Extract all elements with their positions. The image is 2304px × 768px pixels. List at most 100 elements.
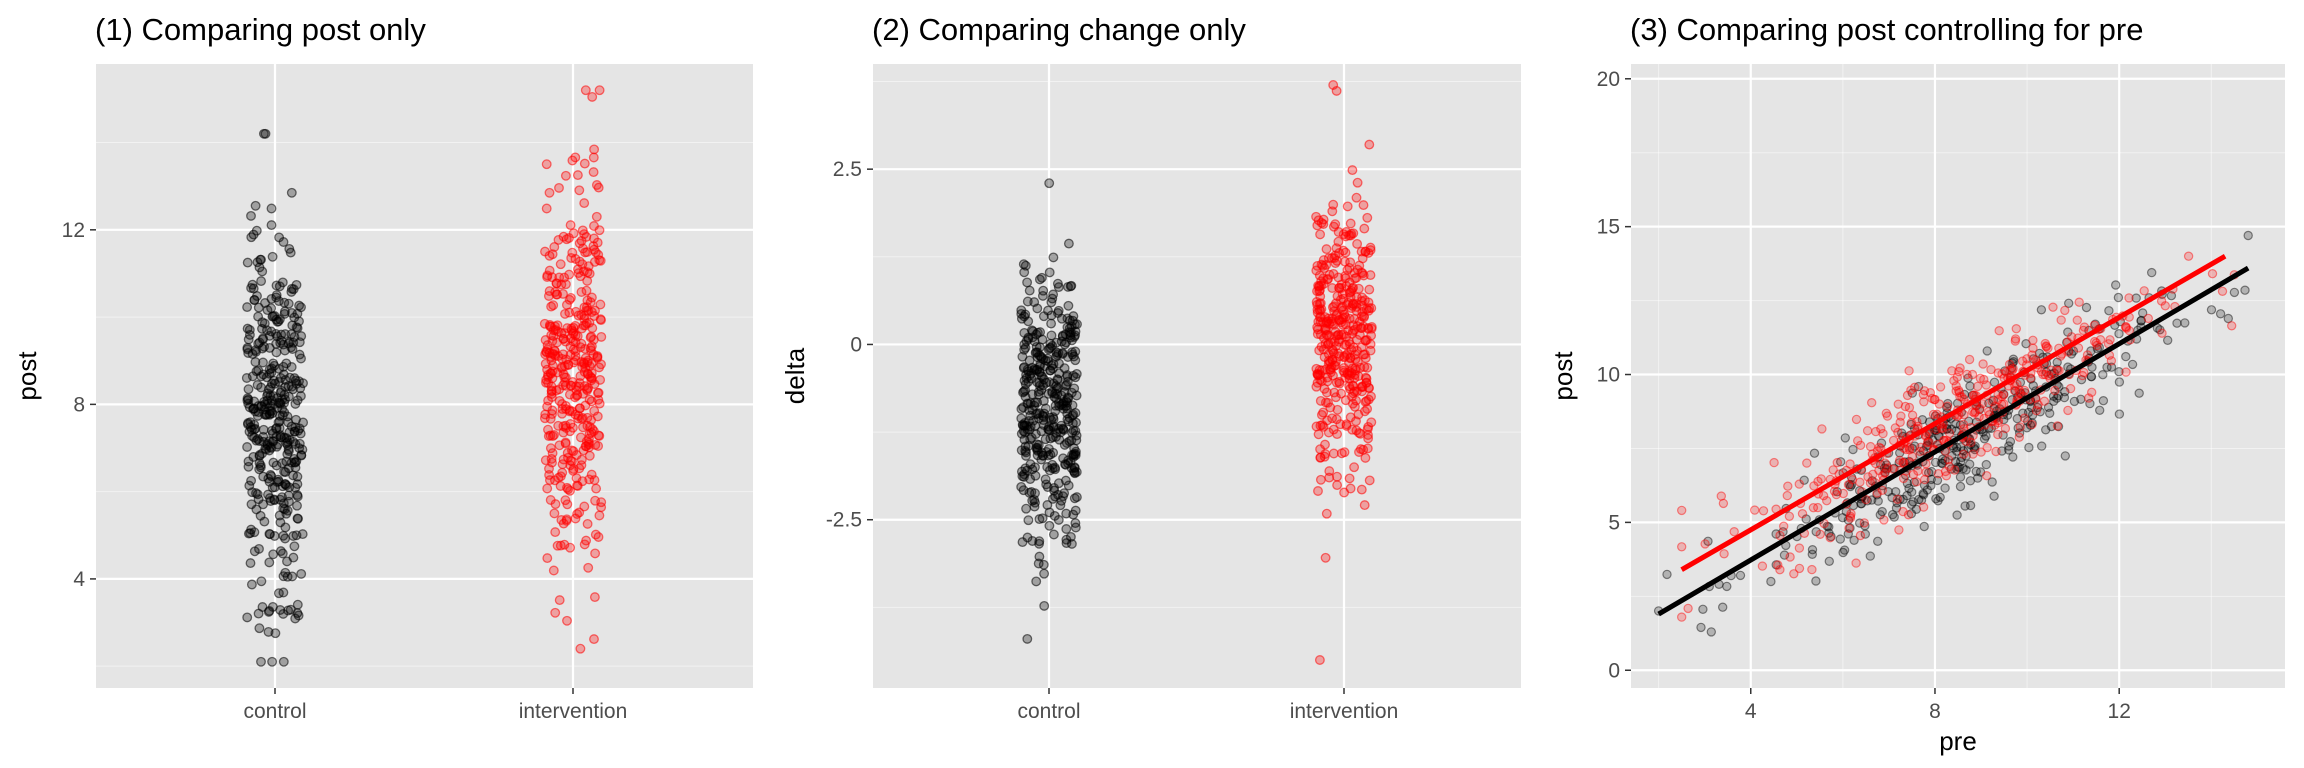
panel-3-control-point (1906, 487, 1917, 497)
panel-2-control-point (1056, 399, 1067, 410)
panel-3-control-point (1965, 476, 1976, 486)
panel-1-intervention-point (592, 411, 603, 422)
panel-1-control-point (243, 384, 254, 395)
panel-3-control-point (2063, 298, 2074, 308)
panel-1-intervention-point (589, 634, 599, 645)
panel-1-intervention-point (594, 362, 605, 373)
panel-1-intervention-point (540, 409, 551, 420)
panel-2-control-point (1068, 311, 1079, 322)
panel-2-control-point (1039, 568, 1050, 579)
panel-3-control-point (1965, 440, 1976, 450)
panel-3-control-point (1950, 456, 1961, 467)
panel-3-control-point (1970, 441, 1980, 451)
panel-3-control-point (1919, 521, 1929, 532)
panel-2-intervention-point (1357, 292, 1368, 303)
panel-1-control-point (278, 237, 289, 247)
panel-2-intervention-point (1313, 316, 1324, 327)
panel-3-control-point (1952, 510, 1962, 520)
panel-3-control-point (1972, 473, 1983, 483)
panel-3-control-point (2026, 374, 2036, 384)
panel-3-control-point (1779, 550, 1790, 560)
panel-2-intervention-point (1343, 325, 1354, 336)
panel-3-control-point (1835, 457, 1846, 467)
panel-3-control-point (1860, 529, 1871, 539)
panel-1-intervention-point (586, 469, 597, 480)
panel-2-control-point (1070, 426, 1081, 436)
panel-3-intervention-point (1845, 459, 1855, 469)
panel-1-intervention-point (567, 422, 578, 433)
panel-1-control-point (266, 363, 277, 374)
panel-3-control-point (1971, 466, 1981, 477)
panel-2-intervention-point (1315, 329, 1326, 340)
panel-2-intervention-point (1321, 508, 1332, 519)
panel-1-intervention-point (553, 234, 564, 245)
panel-3-control-point (1997, 446, 2007, 456)
panel-1-intervention-point (545, 443, 556, 454)
panel-2-intervention-point (1315, 311, 1326, 322)
panel-2-control-point (1058, 453, 1069, 464)
panel-2-intervention-point (1311, 421, 1322, 432)
panel-1-intervention-point (584, 394, 595, 405)
panel-3-control-point (1947, 451, 1957, 461)
panel-1-intervention-point (553, 326, 563, 337)
panel-2-intervention-point (1347, 424, 1358, 435)
panel-3-control-point (1872, 536, 1883, 547)
panel-1-intervention-point (546, 355, 557, 366)
panel-1-control-point (286, 362, 297, 372)
panel-3-y-tick-label: 20 (1597, 68, 1620, 91)
panel-1-intervention-point (551, 278, 562, 289)
panel-1-control-point (292, 500, 302, 511)
panel-3-control-point (1662, 569, 1672, 580)
panel-2-control-point (1019, 434, 1030, 445)
panel-3-control-point (1778, 527, 1788, 537)
panel-1-control-point (271, 280, 282, 291)
panel-2-intervention-point (1318, 407, 1329, 418)
panel-3-control-point (1913, 494, 1924, 505)
panel-3-control-point (1934, 431, 1944, 441)
panel-1-control-point (242, 442, 253, 452)
panel-3-control-point (2076, 375, 2087, 385)
panel-1-control-point (282, 436, 293, 447)
panel-3-control-point (2027, 418, 2037, 428)
panel-3-control-point (1876, 438, 1887, 448)
panel-2-intervention-point (1345, 218, 1356, 229)
panel-3-intervention-point (1936, 424, 1947, 434)
panel-3-control-point (1846, 480, 1857, 490)
panel-3-control-point (2008, 354, 2019, 364)
panel-1-control-point (242, 344, 253, 355)
panel-3-intervention-point (2207, 269, 2218, 279)
panel-2-control-point (1021, 503, 1032, 514)
panel-2-control-point (1070, 450, 1081, 461)
panel-2-control-point (1048, 529, 1059, 540)
panel-3-intervention-point (1882, 411, 1893, 421)
panel-2-control-point (1032, 347, 1043, 358)
panel-3-intervention-point (1941, 471, 1952, 481)
panel-2-intervention-point (1365, 242, 1376, 253)
panel-1-intervention-point (574, 185, 585, 196)
panel-3-control-point (1942, 420, 1952, 430)
panel-3-control-point (2010, 386, 2021, 396)
panel-3-control-point (1938, 425, 1949, 435)
panel-3-control-point (1895, 494, 1905, 504)
panel-3-intervention-point (1942, 401, 1953, 411)
panel-1-intervention-point (580, 343, 591, 354)
panel-3-intervention-point (1783, 481, 1793, 491)
panel-3-intervention-point (2000, 423, 2011, 434)
panel-3-control-point (2155, 325, 2165, 335)
panel-3-control-point (1984, 423, 1994, 433)
panel-1-intervention-point (552, 289, 563, 300)
panel-3-control-point (2048, 396, 2059, 406)
panel-3-intervention-point (1775, 565, 1785, 575)
panel-2-control-point (1033, 558, 1044, 569)
panel-2-control-point (1067, 400, 1078, 411)
panel-1-intervention-point (579, 501, 590, 512)
panel-2-control-point (1020, 391, 1031, 402)
panel-3-control-point (1907, 443, 1918, 454)
panel-3-intervention-point (1879, 515, 1889, 525)
panel-2-intervention-point (1351, 272, 1362, 283)
panel-3-intervention-point (1969, 408, 1980, 418)
panel-2-intervention-point (1364, 284, 1375, 295)
panel-3-control-point (1982, 346, 1992, 356)
panel-3-control-point (1989, 491, 1999, 501)
panel-2-control-point (1019, 344, 1030, 355)
